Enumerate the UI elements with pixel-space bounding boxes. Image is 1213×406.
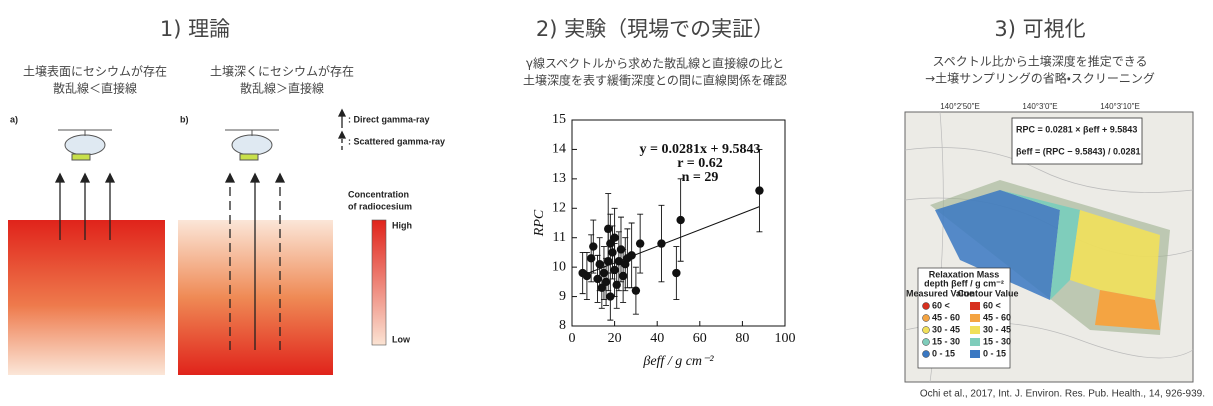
- legend-swatch: [970, 302, 980, 310]
- stat: r = 0.62: [677, 156, 722, 171]
- legend-label: 0 - 15: [983, 348, 1006, 358]
- subtitle: →土壌サンプリングの省略・スクリーニング: [925, 71, 1155, 86]
- data-point: [600, 269, 608, 277]
- legend-label: 30 - 45: [983, 324, 1011, 334]
- subtitle: 土壌深度を表す緩衝深度との間に直線関係を確認: [523, 73, 787, 88]
- data-point: [755, 186, 763, 194]
- y-tick-label: 10: [552, 259, 566, 274]
- data-point: [587, 254, 595, 262]
- equation: βeff = (RPC − 9.5843) / 0.0281: [1016, 146, 1141, 156]
- data-point: [672, 269, 680, 277]
- legend-swatch: [970, 326, 980, 334]
- label: a): [10, 114, 18, 124]
- panel-title: 1) 理論: [160, 17, 230, 41]
- data-point: [602, 278, 610, 286]
- helicopter: [58, 130, 279, 160]
- legend-label: 45 - 60: [983, 312, 1011, 322]
- panel-title: 2) 実験（現場での実証）: [536, 17, 774, 41]
- legend-header: Contour Value: [957, 288, 1018, 298]
- data-point: [636, 239, 644, 247]
- x-tick-label: 20: [608, 331, 622, 346]
- y-tick-label: 11: [553, 230, 566, 245]
- colorbar-label: High: [392, 220, 412, 230]
- legend-label: : Scattered gamma-ray: [348, 136, 445, 146]
- legend-marker: [923, 327, 930, 334]
- y-tick-label: 8: [559, 318, 566, 333]
- experiment-panel: 2) 実験（現場での実証） γ線スペクトルから求めた散乱線と直接線の比と 土壌深…: [523, 17, 795, 369]
- data-point: [583, 272, 591, 280]
- data-point: [627, 251, 635, 259]
- map-axis-label: 140°3'10"E: [1100, 102, 1140, 111]
- x-axis-label: βeff / g cm⁻²: [642, 354, 714, 369]
- legend-swatch: [970, 350, 980, 358]
- caption: 散乱線＜直接線: [53, 81, 137, 96]
- data-point: [608, 248, 616, 256]
- legend-marker: [923, 339, 930, 346]
- legend-label: 30 - 45: [932, 324, 960, 334]
- data-point: [589, 242, 597, 250]
- data-point: [593, 275, 601, 283]
- caption: 土壌表面にセシウムが存在: [23, 64, 167, 79]
- figure: 1) 理論 土壌表面にセシウムが存在 散乱線＜直接線 土壌深くにセシウムが存在 …: [0, 0, 1213, 406]
- x-tick-label: 80: [735, 331, 749, 346]
- y-tick-label: 12: [552, 201, 566, 216]
- legend-label: 15 - 30: [932, 336, 960, 346]
- legend-marker: [923, 351, 930, 358]
- legend-label: 0 - 15: [932, 348, 955, 358]
- data-point: [657, 239, 665, 247]
- soil-block: [8, 220, 165, 375]
- data-point: [632, 286, 640, 294]
- subtitle: γ線スペクトルから求めた散乱線と直接線の比と: [526, 56, 784, 71]
- equation: RPC = 0.0281 × βeff + 9.5843: [1016, 124, 1137, 134]
- colorbar-label: Low: [392, 334, 411, 344]
- equation: y = 0.0281x + 9.5843: [640, 142, 761, 157]
- data-point: [610, 234, 618, 242]
- legend-label: 45 - 60: [932, 312, 960, 322]
- colorbar-title: Concentration: [348, 189, 409, 199]
- legend-marker: [923, 303, 930, 310]
- legend-swatch: [970, 314, 980, 322]
- legend-title: depth βeff / g cm⁻²: [924, 278, 1004, 288]
- legend-marker: [923, 315, 930, 322]
- page: RPC figure { "panel1": { "title": "1) 理論…: [0, 0, 1213, 406]
- legend-label: : Direct gamma-ray: [348, 114, 430, 124]
- caption: 散乱線＞直接線: [240, 81, 324, 96]
- subtitle: スペクトル比から土壌深度を推定できる: [933, 54, 1148, 69]
- map-axis-label: 140°3'0"E: [1022, 102, 1057, 111]
- map-axis-label: 140°2'50"E: [940, 102, 980, 111]
- legend-label: 60 <: [932, 300, 950, 310]
- legend-label: 60 <: [983, 300, 1001, 310]
- legend-label: 15 - 30: [983, 336, 1011, 346]
- x-tick-label: 0: [569, 331, 576, 346]
- legend-swatch: [970, 338, 980, 346]
- panel-title: 3) 可視化: [994, 17, 1085, 41]
- scatter-chart: 8 9 10 11 12 13 14 15 0 20 40 60 80 100 RPC βeff / g cm…: [532, 112, 795, 369]
- citation: Ochi et al., 2017, Int. J. Environ. Res.…: [920, 389, 1205, 400]
- label: b): [180, 114, 189, 124]
- visualization-panel: 3) 可視化 スペクトル比から土壌深度を推定できる →土壌サンプリングの省略・ス…: [905, 17, 1205, 400]
- data-point: [619, 272, 627, 280]
- y-tick-label: 14: [552, 142, 566, 157]
- stat: n = 29: [682, 170, 719, 185]
- theory-panel: 1) 理論 土壌表面にセシウムが存在 散乱線＜直接線 土壌深くにセシウムが存在 …: [8, 17, 445, 375]
- data-point: [676, 216, 684, 224]
- x-tick-label: 100: [775, 331, 796, 346]
- y-axis-label: RPC: [532, 209, 547, 237]
- caption: 土壌深くにセシウムが存在: [210, 64, 354, 79]
- x-tick-label: 40: [650, 331, 664, 346]
- colorbar-title: of radiocesium: [348, 201, 412, 211]
- colorbar: [372, 220, 386, 345]
- y-tick-label: 15: [552, 112, 566, 127]
- y-tick-label: 13: [552, 171, 566, 186]
- x-tick-label: 60: [693, 331, 707, 346]
- y-tick-label: 9: [559, 289, 566, 304]
- body: 1) 理論 土壌表面にセシウムが存在 散乱線＜直接線 土壌深くにセシウムが存在 …: [0, 0, 1213, 406]
